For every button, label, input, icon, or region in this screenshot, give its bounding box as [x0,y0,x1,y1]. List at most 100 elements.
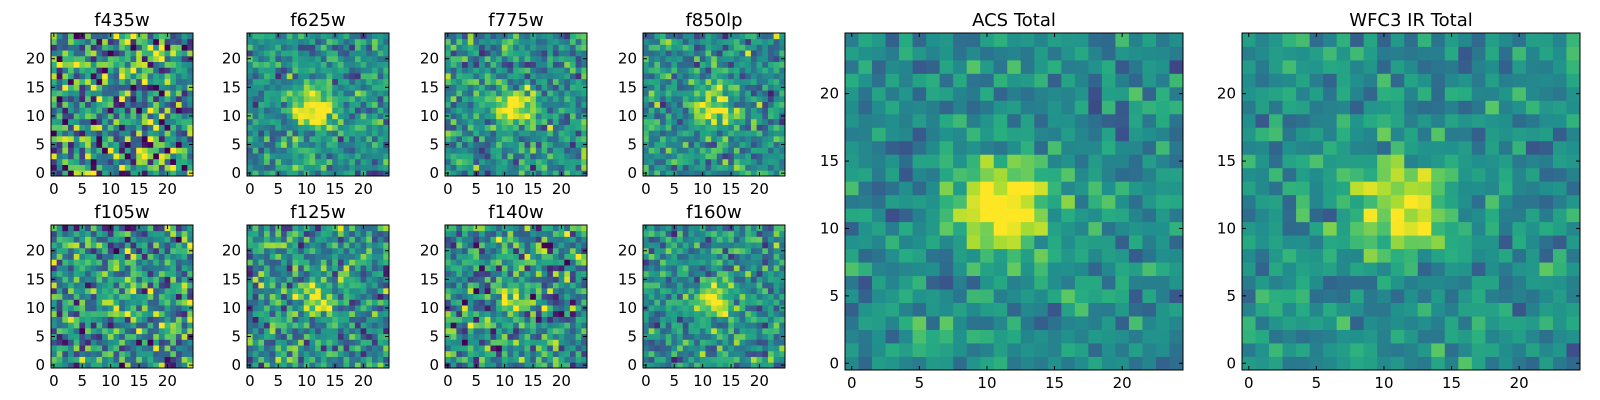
heatmap-cell [1363,181,1378,196]
x-tick-label: 5 [77,180,87,198]
heatmap-cell [371,316,379,323]
heatmap-cell [1242,181,1256,196]
heatmap-cell [147,113,154,120]
heatmap-cell [360,73,367,80]
heatmap-cell [332,339,339,346]
heatmap-cell [158,55,165,62]
heatmap-cell [1034,235,1049,250]
heatmap-cell [490,130,497,137]
heatmap-cell [119,230,126,237]
heatmap-cell [473,141,480,148]
heatmap-cell [354,170,361,177]
heatmap-cell [1034,167,1049,182]
heatmap-cell [648,38,655,45]
heatmap-cell [136,61,143,68]
heatmap-cell [569,141,577,148]
heatmap-cell [993,221,1008,236]
heatmap-cell [158,293,165,300]
heatmap-cell [739,90,746,97]
heatmap-cell [1539,127,1554,142]
heatmap-cell [682,170,689,177]
heatmap-cell [1020,289,1035,303]
heatmap-cell [705,170,712,177]
heatmap-cell [136,270,143,277]
heatmap-cell [524,164,531,171]
heatmap-cell [558,118,565,125]
heatmap-cell [581,107,588,114]
heatmap-cell [1323,181,1338,196]
heatmap-cell [711,95,718,103]
heatmap-cell [147,130,154,137]
heatmap-cell [326,141,333,148]
heatmap-cell [462,147,469,154]
heatmap-cell [264,130,271,137]
heatmap-cell [939,208,954,223]
heatmap-cell [1458,289,1473,303]
heatmap-cell [153,44,160,51]
heatmap-cell [349,101,356,108]
heatmap-cell [1115,289,1130,303]
heatmap-cell [130,287,137,295]
heatmap-cell [153,253,160,260]
heatmap-cell [320,287,327,295]
heatmap-cell [309,287,316,295]
heatmap-cell [337,90,344,97]
heatmap-cell [90,305,97,312]
heatmap-cell [85,90,92,97]
axes-frame [50,224,194,369]
heatmap-cell [349,95,356,103]
heatmap-cell [716,78,723,85]
heatmap-cell [153,164,160,171]
heatmap-cell [119,316,126,323]
heatmap-cell [56,225,63,232]
heatmap-cell [575,130,582,137]
heatmap-cell [1242,86,1256,101]
heatmap-cell [258,147,265,154]
heatmap-cell [158,356,165,363]
heatmap-cell [953,248,968,263]
heatmap-cell [252,33,259,40]
heatmap-cell [665,38,672,45]
heatmap-cell [68,287,75,295]
heatmap-cell [581,67,588,74]
heatmap-cell [73,95,80,103]
heatmap-cell [326,44,333,51]
heatmap-cell [1128,289,1143,303]
heatmap-cell [96,316,103,323]
heatmap-cell [79,61,86,68]
heatmap-cell [643,73,650,80]
heatmap-cell [119,170,126,177]
heatmap-cell [79,282,86,289]
heatmap-cell [298,293,305,300]
heatmap-cell [181,310,188,317]
heatmap-cell [275,67,282,74]
heatmap-cell [1061,33,1076,47]
heatmap-cell [507,33,514,40]
heatmap-cell [360,345,367,352]
heatmap-cell [1269,86,1283,101]
heatmap-cell [102,124,109,131]
heatmap-cell [113,141,120,148]
heatmap-cell [298,101,305,108]
heatmap-cell [56,164,63,171]
heatmap-cell [1255,248,1270,263]
heatmap-cell [1350,154,1365,169]
heatmap-cell [337,153,344,160]
heatmap-cell [456,158,463,165]
heatmap-cell [739,95,746,103]
heatmap-cell [90,170,97,177]
heatmap-cell [349,345,356,352]
heatmap-cell [1390,262,1405,277]
heatmap-cell [85,327,92,335]
heatmap-cell [767,44,775,51]
heatmap-cell [343,135,350,143]
heatmap-cell [164,270,171,277]
heatmap-cell [1512,113,1527,128]
heatmap-cell [170,259,177,266]
heatmap-cell [654,55,661,62]
heatmap-cell [677,135,684,143]
heatmap-cell [62,170,69,177]
heatmap-cell [187,95,194,103]
heatmap-cell [164,299,171,306]
